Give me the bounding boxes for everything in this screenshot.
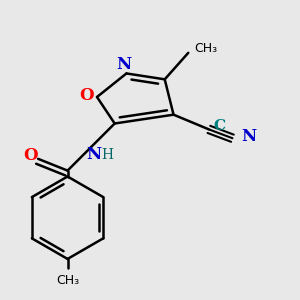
Text: O: O	[23, 147, 38, 164]
Text: CH₃: CH₃	[194, 42, 217, 55]
Text: C: C	[213, 119, 225, 134]
Text: N: N	[241, 128, 256, 145]
Text: H: H	[101, 148, 113, 162]
Text: CH₃: CH₃	[56, 274, 79, 287]
Text: N: N	[116, 56, 131, 73]
Text: O: O	[80, 87, 94, 104]
Text: N: N	[86, 146, 102, 163]
